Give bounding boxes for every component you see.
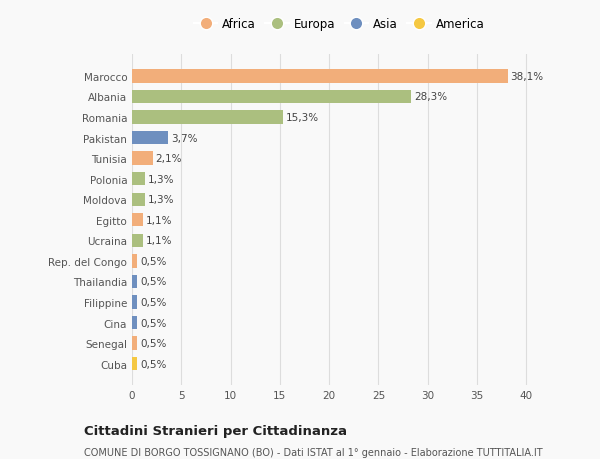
Text: 1,1%: 1,1% — [146, 236, 172, 246]
Text: 1,3%: 1,3% — [148, 195, 174, 205]
Bar — [132, 255, 137, 268]
Text: 0,5%: 0,5% — [140, 297, 166, 308]
Text: 38,1%: 38,1% — [511, 72, 544, 82]
Bar — [132, 152, 152, 165]
Text: 15,3%: 15,3% — [286, 113, 319, 123]
Text: 0,5%: 0,5% — [140, 338, 166, 348]
Text: COMUNE DI BORGO TOSSIGNANO (BO) - Dati ISTAT al 1° gennaio - Elaborazione TUTTIT: COMUNE DI BORGO TOSSIGNANO (BO) - Dati I… — [84, 448, 542, 458]
Text: 2,1%: 2,1% — [155, 154, 182, 164]
Text: 0,5%: 0,5% — [140, 256, 166, 266]
Bar — [132, 173, 145, 186]
Bar — [132, 234, 143, 247]
Bar — [132, 90, 411, 104]
Bar — [132, 111, 283, 124]
Bar — [132, 275, 137, 289]
Bar — [132, 70, 508, 84]
Text: 0,5%: 0,5% — [140, 359, 166, 369]
Bar — [132, 316, 137, 330]
Text: 28,3%: 28,3% — [414, 92, 447, 102]
Text: Cittadini Stranieri per Cittadinanza: Cittadini Stranieri per Cittadinanza — [84, 425, 347, 437]
Bar — [132, 296, 137, 309]
Bar — [132, 193, 145, 207]
Text: 3,7%: 3,7% — [172, 133, 198, 143]
Legend: Africa, Europa, Asia, America: Africa, Europa, Asia, America — [190, 15, 488, 35]
Bar — [132, 132, 169, 145]
Text: 0,5%: 0,5% — [140, 277, 166, 287]
Text: 1,1%: 1,1% — [146, 215, 172, 225]
Bar — [132, 213, 143, 227]
Text: 0,5%: 0,5% — [140, 318, 166, 328]
Bar — [132, 337, 137, 350]
Bar — [132, 357, 137, 370]
Text: 1,3%: 1,3% — [148, 174, 174, 185]
